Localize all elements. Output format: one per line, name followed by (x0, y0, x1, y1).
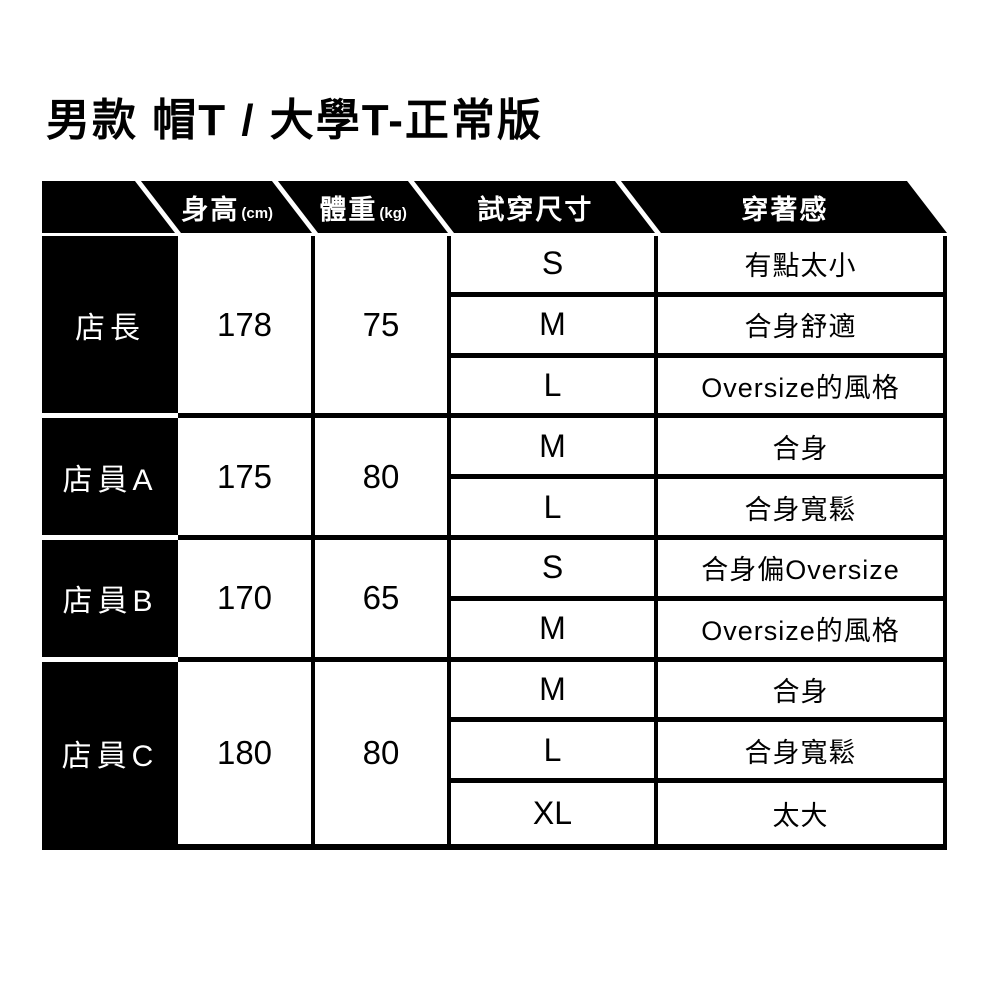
header-weight-unit: (kg) (379, 204, 407, 222)
size-cell: M (451, 418, 658, 480)
feel-cell: Oversize的風格 (658, 601, 943, 662)
weight-cell: 65 (315, 539, 451, 662)
size-table: 店長 178 75 S 有點太小 M 合身舒適 L Oversize的風格 店員… (42, 236, 947, 850)
feel-cell: Oversize的風格 (658, 358, 943, 419)
size-cell: S (451, 236, 658, 297)
size-cell: M (451, 661, 658, 723)
height-cell: 178 (178, 236, 315, 419)
name-cell: 店員A (42, 418, 178, 540)
height-cell: 175 (178, 418, 315, 540)
size-cell: M (451, 600, 658, 662)
feel-cell: 太大 (772, 801, 829, 832)
name-cell: 店員B (42, 539, 178, 662)
header-height-unit: (cm) (240, 204, 273, 222)
header-fit-feel: 穿著感 (620, 181, 947, 233)
size-cell: L (451, 722, 658, 784)
weight-cell: 80 (315, 661, 451, 844)
header-height-label: 身高 (cm) (181, 188, 273, 227)
size-cell: L (451, 357, 658, 419)
name-cell: 店員C (42, 661, 178, 844)
header-height-text: 身高 (180, 194, 239, 225)
feel-cell: 合身偏Oversize (658, 540, 943, 601)
size-cell: M (451, 296, 658, 358)
weight-cell: 80 (315, 418, 451, 540)
header-try-size: 試穿尺寸 (413, 181, 655, 233)
size-cell: L (451, 479, 658, 540)
page-title: 男款 帽T / 大學T-正常版 (46, 96, 543, 145)
feel-cell: 有點太小 (658, 236, 943, 297)
size-cell: XL (451, 783, 658, 844)
feel-cell: 合身舒適 (658, 297, 943, 358)
header-weight-label: 體重 (kg) (319, 188, 407, 227)
feel-cell: 合身寬鬆 (658, 479, 943, 540)
header-weight-text: 體重 (319, 194, 378, 225)
feel-cell: 合身寬鬆 (658, 722, 943, 784)
table-header-band: 身高 (cm) 體重 (kg) 試穿尺寸 穿著感 (42, 181, 947, 233)
height-cell: 170 (178, 539, 315, 662)
size-cell: S (451, 539, 658, 601)
header-fit-feel-text: 穿著感 (740, 194, 828, 225)
header-try-size-text: 試穿尺寸 (476, 194, 593, 225)
name-cell: 店長 (42, 236, 178, 419)
weight-cell: 75 (315, 236, 451, 419)
feel-cell: 合身 (658, 418, 943, 480)
feel-cell: 合身 (658, 662, 943, 723)
height-cell: 180 (178, 661, 315, 844)
